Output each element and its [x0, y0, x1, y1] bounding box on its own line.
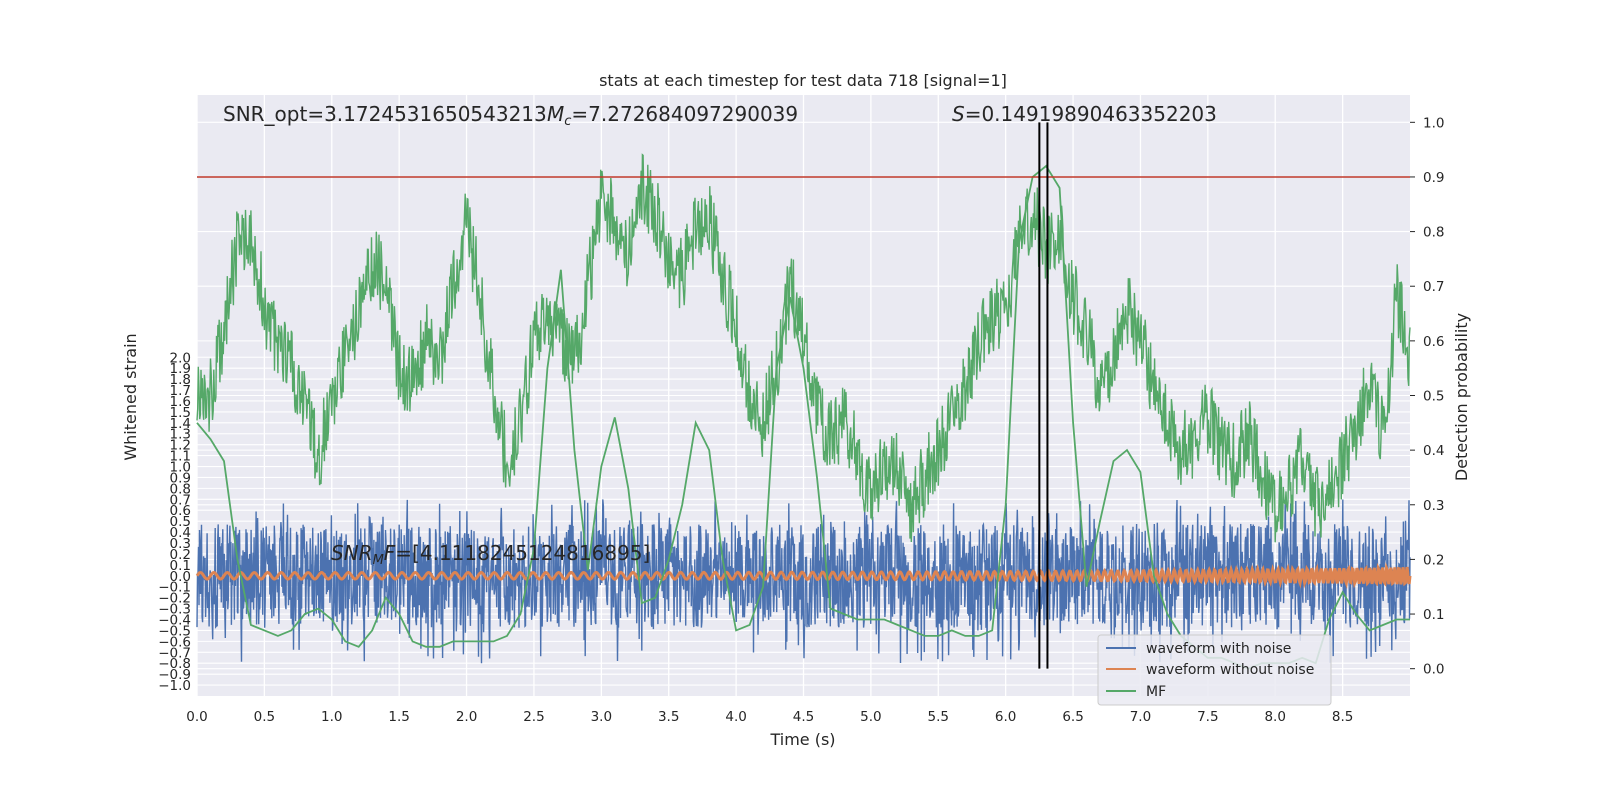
legend-label-mf: MF [1146, 684, 1166, 700]
x-tick-label: 3.5 [658, 709, 679, 725]
x-tick-label: 4.0 [725, 709, 746, 725]
snr-mf-value: =[4.1118245124816895] [395, 541, 650, 565]
snr-mf-symbol: SNR [331, 541, 373, 565]
snr-mf-subscript: M [373, 553, 384, 568]
x-tick-label: 7.5 [1197, 709, 1218, 725]
y-left-tick-label: −0.5 [158, 623, 191, 639]
series-detection-probability [196, 153, 1411, 543]
y-left-tick-label: 0.9 [170, 470, 191, 486]
x-tick-label: 5.5 [928, 709, 949, 725]
x-tick-label: 6.5 [1062, 709, 1083, 725]
x-tick-label: 6.0 [995, 709, 1016, 725]
y-left-tick-label: 0.8 [170, 481, 191, 497]
mc-annotation: Mc=7.272684097290039 [547, 102, 798, 129]
y-left-tick-label: −0.2 [158, 591, 191, 607]
y-right-tick-label: 0.7 [1423, 279, 1444, 295]
y-axis-label-left: Whitened strain [121, 333, 140, 460]
y-left-tick-label: 1.4 [170, 416, 191, 432]
snr-opt-annotation: SNR_opt=3.1724531650543213 [223, 102, 547, 126]
y-left-tick-label: 0.2 [170, 547, 191, 563]
x-tick-label: 4.5 [793, 709, 814, 725]
x-axis: 0.0 0.5 1.0 1.5 2.0 2.5 3.0 3.5 4.0 4.5 5.0 5.5 6.0 6… [186, 709, 1353, 725]
y-left-tick-label: 0.5 [170, 514, 191, 530]
y-right-tick-label: 0.4 [1423, 443, 1444, 459]
y-left-tick-label: 1.9 [170, 361, 191, 377]
series-waveform-with-noise [196, 499, 1411, 664]
series-waveform-without-noise [195, 562, 1412, 590]
y-left-tick-label: 2.0 [170, 350, 191, 366]
x-tick-label: 7.0 [1130, 709, 1151, 725]
y-axis-label-right: Detection probability [1452, 313, 1471, 481]
s-value: =0.14919890463352203 [965, 102, 1217, 126]
mc-symbol: M [547, 102, 564, 126]
y-left-tick-label: 0.3 [170, 536, 191, 552]
x-tick-label: 2.0 [456, 709, 477, 725]
y-left-tick-label: −0.1 [158, 580, 191, 596]
y-left-tick-label: −0.6 [158, 634, 191, 650]
x-tick-label: 1.5 [388, 709, 409, 725]
y-right-tick-label: 1.0 [1423, 115, 1444, 131]
y-right-tick-label: 0.5 [1423, 389, 1444, 405]
legend-box [1097, 634, 1332, 706]
x-tick-label: 0.0 [186, 709, 207, 725]
snr-mf-tail: F [384, 541, 396, 565]
legend-label-clean: waveform without noise [1146, 662, 1314, 678]
mc-subscript: c [564, 114, 571, 129]
snr-mf-annotation: SNRMF=[4.1118245124816895] [331, 541, 650, 568]
x-tick-label: 8.0 [1264, 709, 1285, 725]
y-left-tick-label: 0.1 [170, 558, 191, 574]
mc-value: =7.272684097290039 [571, 102, 798, 126]
y-left-tick-label: 1.5 [170, 405, 191, 421]
x-axis-label: Time (s) [769, 730, 835, 749]
x-tick-label: 8.5 [1332, 709, 1353, 725]
x-tick-label: 2.5 [523, 709, 544, 725]
chart-title: stats at each timestep for test data 718… [599, 71, 1007, 90]
y-right-tick-label: 0.6 [1423, 334, 1444, 350]
x-tick-label: 3.0 [591, 709, 612, 725]
y-right-tick-label: 0.3 [1423, 498, 1444, 514]
legend: waveform with noise waveform without noi… [1097, 634, 1332, 706]
y-left-tick-label: 1.3 [170, 427, 191, 443]
y-left-tick-label: −0.8 [158, 656, 191, 672]
y-right-tick-label: 0.8 [1423, 225, 1444, 241]
y-left-tick-label: 1.8 [170, 372, 191, 388]
x-tick-label: 1.0 [321, 709, 342, 725]
y-left-tick-label: 0.7 [170, 492, 191, 508]
x-tick-label: 5.0 [860, 709, 881, 725]
y-left-tick-label: 1.2 [170, 438, 191, 454]
y-left-tick-label: 0.0 [170, 569, 191, 585]
y-right-tick-label: 0.2 [1423, 552, 1444, 568]
y-left-tick-label: 0.4 [170, 525, 191, 541]
y-left-tick-label: −1.0 [158, 678, 191, 694]
s-annotation: S=0.14919890463352203 [952, 102, 1217, 126]
y-right-tick-label: 0.0 [1423, 662, 1444, 678]
y-left-tick-label: 1.0 [170, 460, 191, 476]
y-left-tick-label: 0.6 [170, 503, 191, 519]
y-left-tick-label: −0.7 [158, 645, 191, 661]
y-left-tick-label: 1.7 [170, 383, 191, 399]
y-right-tick-label: 0.1 [1423, 607, 1444, 623]
y-left-tick-label: −0.9 [158, 667, 191, 683]
y-right-tick-label: 0.9 [1423, 170, 1444, 186]
y-left-tick-label: −0.3 [158, 602, 191, 618]
legend-label-noise: waveform with noise [1146, 641, 1291, 657]
y-left-tick-label: 1.6 [170, 394, 191, 410]
s-symbol: S [952, 102, 965, 126]
x-tick-label: 0.5 [254, 709, 275, 725]
y-left-tick-label: −0.4 [158, 613, 191, 629]
y-left-tick-label: 1.1 [170, 449, 191, 465]
left-axis: −1.0−0.9−0.8−0.7−0.6−0.5−0.4−0.3−0.2−0.1… [158, 350, 191, 694]
right-axis: 0.0 0.1 0.2 0.3 0.4 0.5 0.6 0.7 0.8 0.9 1.0 [1410, 115, 1444, 678]
